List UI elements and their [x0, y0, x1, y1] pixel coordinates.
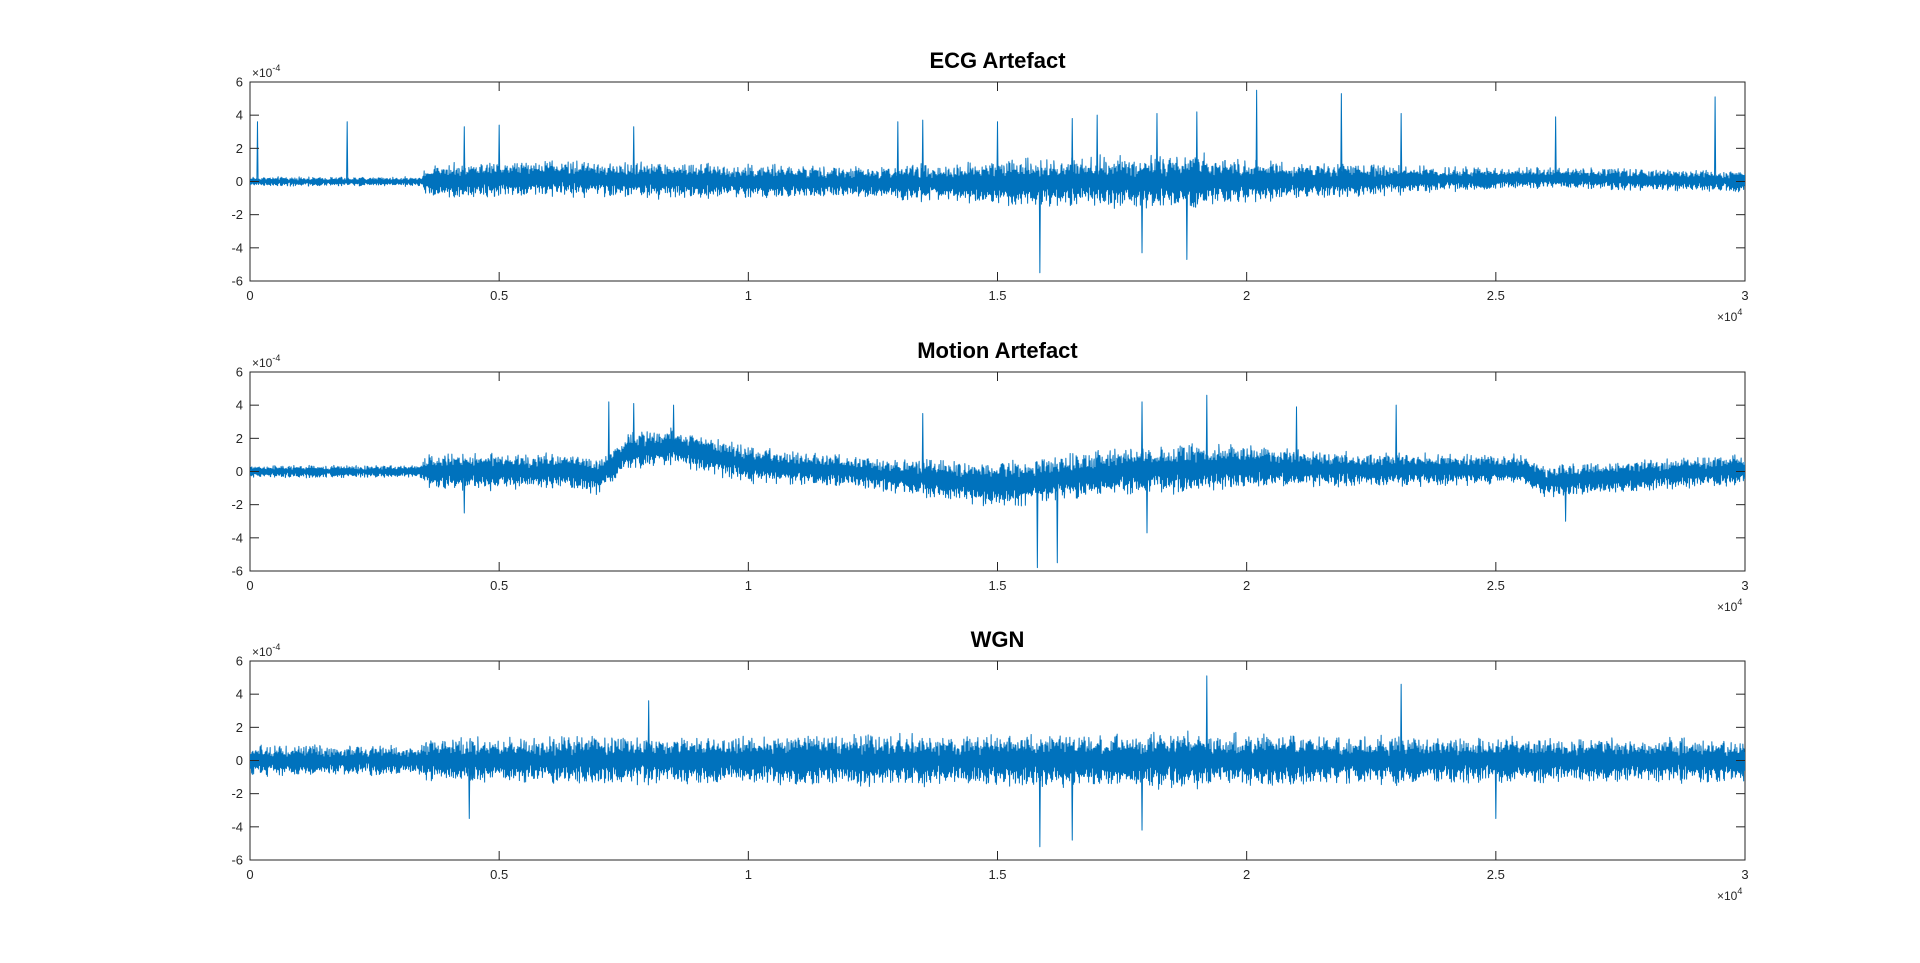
ecg-artefact-x-tick-label: 3	[1741, 288, 1748, 303]
ecg-artefact-panel: 0 0.5 1 1.5 2 2.5 3 -6 -4 -2 0 2 4 6 ×10-4 ×104 ECG Arte…	[231, 48, 1748, 324]
motion-artefact-x-tick-label: 2.5	[1487, 578, 1505, 593]
ecg-artefact-y-tick-label: 4	[236, 108, 243, 123]
wgn-series-peaks	[468, 675, 1497, 848]
motion-artefact-x-tick-label: 1.5	[988, 578, 1006, 593]
ecg-artefact-x-exponent: ×104	[1717, 307, 1742, 324]
wgn-y-tick-label: 4	[236, 687, 243, 702]
ecg-artefact-x-tick-label: 0	[246, 288, 253, 303]
wgn-title: WGN	[971, 627, 1025, 652]
ecg-artefact-y-tick-label: -6	[231, 274, 243, 289]
ecg-artefact-y-tick-label: -4	[231, 240, 243, 255]
ecg-artefact-x-tick-label: 1.5	[988, 288, 1006, 303]
motion-artefact-x-tick-label: 0.5	[490, 578, 508, 593]
motion-artefact-x-tick-label: 3	[1741, 578, 1748, 593]
motion-artefact-x-tick-label: 1	[745, 578, 752, 593]
ecg-artefact-x-tick-label: 1	[745, 288, 752, 303]
motion-artefact-series-line	[250, 427, 1745, 507]
motion-artefact-y-exponent: ×10-4	[252, 353, 280, 370]
wgn-x-tick-label: 1.5	[988, 867, 1006, 882]
motion-artefact-series-peaks	[463, 394, 1567, 569]
motion-artefact-panel: 0 0.5 1 1.5 2 2.5 3 -6 -4 -2 0 2 4 6 ×10-4 ×104 Motion A…	[231, 338, 1748, 614]
wgn-y-tick-label: 2	[236, 720, 243, 735]
wgn-y-tick-label: 0	[236, 753, 243, 768]
ecg-artefact-title: ECG Artefact	[929, 48, 1066, 73]
wgn-x-exponent: ×104	[1717, 886, 1742, 903]
wgn-y-tick-label: -4	[231, 819, 243, 834]
ecg-artefact-y-tick-label: 0	[236, 174, 243, 189]
motion-artefact-x-tick-label: 2	[1243, 578, 1250, 593]
motion-artefact-y-tick-label: -6	[231, 564, 243, 579]
wgn-x-tick-label: 1	[745, 867, 752, 882]
wgn-series-line	[250, 730, 1745, 790]
ecg-artefact-y-exponent: ×10-4	[252, 63, 280, 80]
wgn-x-tick-label: 3	[1741, 867, 1748, 882]
ecg-artefact-x-tick-label: 2	[1243, 288, 1250, 303]
motion-artefact-y-tick-label: 6	[236, 365, 243, 380]
ecg-artefact-series-peaks	[256, 89, 1717, 274]
wgn-x-tick-label: 0.5	[490, 867, 508, 882]
motion-artefact-x-exponent: ×104	[1717, 597, 1742, 614]
wgn-y-tick-label: -6	[231, 853, 243, 868]
wgn-x-tick-label: 0	[246, 867, 253, 882]
motion-artefact-y-tick-label: -4	[231, 530, 243, 545]
motion-artefact-y-tick-label: 4	[236, 398, 243, 413]
ecg-artefact-y-tick-label: 6	[236, 75, 243, 90]
wgn-x-tick-label: 2	[1243, 867, 1250, 882]
wgn-y-tick-label: 6	[236, 654, 243, 669]
ecg-artefact-x-tick-label: 0.5	[490, 288, 508, 303]
ecg-artefact-series-line	[250, 152, 1745, 209]
wgn-x-tick-label: 2.5	[1487, 867, 1505, 882]
motion-artefact-y-tick-label: 2	[236, 431, 243, 446]
wgn-panel: 0 0.5 1 1.5 2 2.5 3 -6 -4 -2 0 2 4 6 ×10-4 ×104 WGN	[231, 627, 1748, 903]
ecg-artefact-y-tick-label: -2	[231, 207, 243, 222]
ecg-artefact-x-tick-label: 2.5	[1487, 288, 1505, 303]
wgn-y-tick-label: -2	[231, 786, 243, 801]
wgn-y-exponent: ×10-4	[252, 642, 280, 659]
motion-artefact-y-tick-label: 0	[236, 464, 243, 479]
motion-artefact-x-tick-label: 0	[246, 578, 253, 593]
motion-artefact-y-tick-label: -2	[231, 497, 243, 512]
ecg-artefact-y-tick-label: 2	[236, 141, 243, 156]
motion-artefact-title: Motion Artefact	[917, 338, 1078, 363]
